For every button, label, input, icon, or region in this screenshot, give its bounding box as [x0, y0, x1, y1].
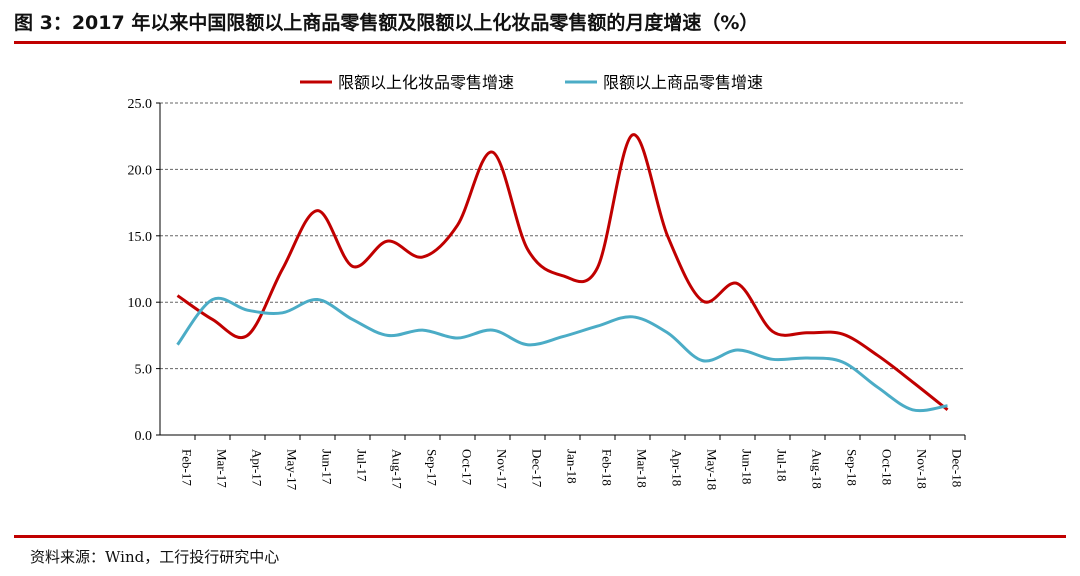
title-divider	[14, 41, 1066, 44]
x-tick-label: Oct-18	[880, 449, 895, 485]
x-tick-label: Sep-17	[425, 449, 440, 486]
x-tick-label: Apr-17	[250, 449, 265, 487]
x-tick-label: Dec-18	[950, 449, 965, 487]
x-tick-label: Feb-18	[600, 449, 615, 486]
legend-label: 限额以上商品零售增速	[603, 73, 763, 92]
x-tick-label: Oct-17	[460, 449, 475, 486]
x-tick-label: Sep-18	[845, 449, 860, 486]
y-tick-label: 15.0	[128, 230, 153, 245]
x-tick-label: Feb-17	[180, 449, 195, 486]
y-tick-label: 20.0	[128, 163, 153, 178]
y-tick-label: 25.0	[128, 97, 153, 112]
x-tick-label: Jul-18	[775, 449, 790, 482]
x-tick-label: Mar-18	[635, 449, 650, 488]
x-tick-label: Aug-18	[810, 449, 825, 489]
y-tick-label: 5.0	[135, 363, 153, 378]
source-divider	[14, 535, 1066, 538]
x-tick-label: Jun-18	[740, 449, 755, 484]
x-tick-label: Aug-17	[390, 449, 405, 489]
x-tick-label: Jan-18	[565, 449, 580, 484]
x-tick-label: May-18	[705, 449, 720, 490]
series-line-0	[176, 133, 949, 411]
y-tick-label: 0.0	[135, 429, 153, 444]
series-line-1	[176, 296, 948, 413]
x-tick-label: Jul-17	[355, 449, 370, 482]
source-note: 资料来源：Wind，工行投行研究中心	[30, 548, 280, 566]
y-tick-label: 10.0	[128, 296, 153, 311]
legend-label: 限额以上化妆品零售增速	[338, 73, 514, 92]
x-tick-label: Jun-17	[320, 449, 335, 485]
x-tick-label: Apr-18	[670, 449, 685, 486]
x-tick-label: Dec-17	[530, 449, 545, 488]
x-tick-label: May-17	[285, 449, 300, 491]
x-tick-label: Nov-18	[915, 449, 930, 489]
chart-title: 图 3：2017 年以来中国限额以上商品零售额及限额以上化妆品零售额的月度增速（…	[14, 12, 759, 34]
x-tick-label: Nov-17	[495, 449, 510, 489]
x-tick-label: Mar-17	[215, 449, 230, 488]
